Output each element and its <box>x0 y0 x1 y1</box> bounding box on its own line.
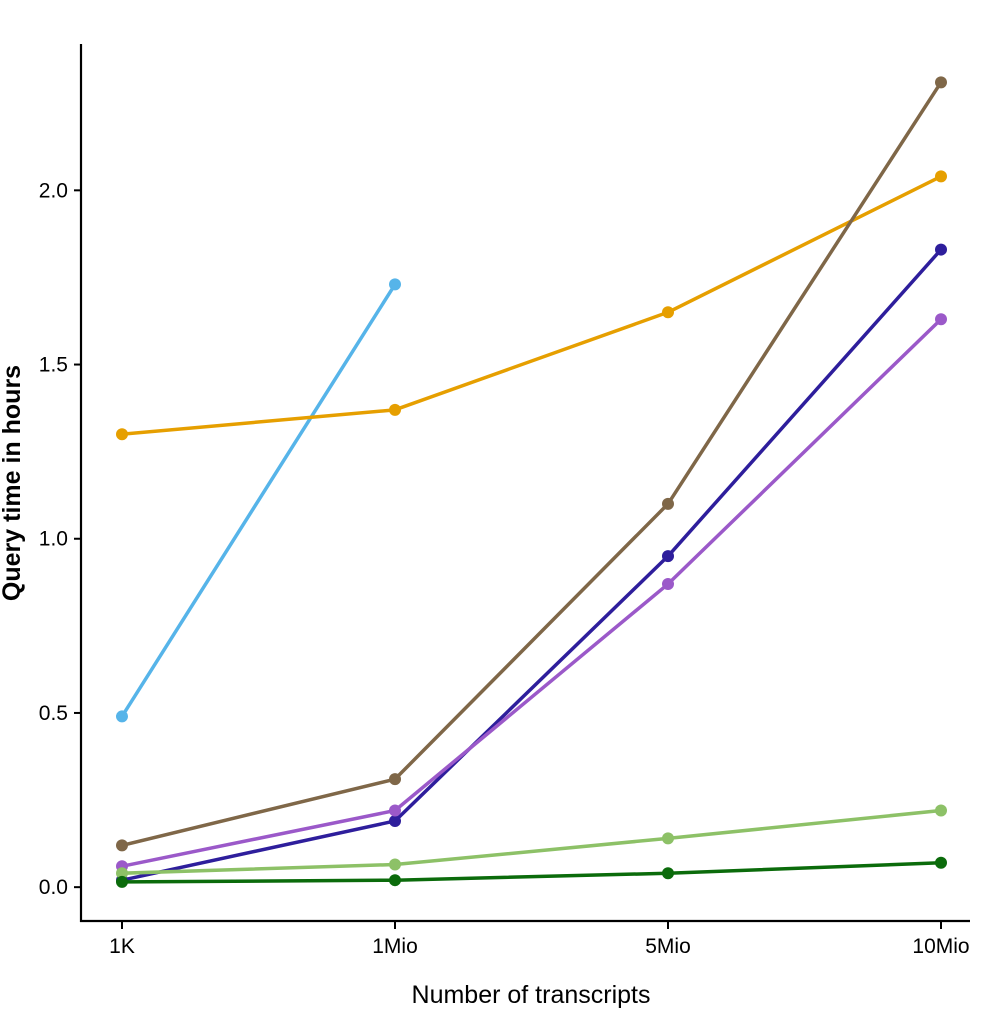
data-point <box>935 313 947 326</box>
series-line <box>120 247 943 882</box>
series-2 <box>116 170 947 441</box>
y-axis-title: Query time in hours <box>0 365 26 601</box>
data-point <box>389 874 401 887</box>
data-point <box>116 428 128 441</box>
data-point <box>389 278 401 291</box>
series-5 <box>116 313 947 873</box>
data-point <box>662 497 674 510</box>
series-line <box>120 174 943 436</box>
series-line <box>120 808 943 875</box>
data-point <box>935 243 947 256</box>
y-tick-label: 0.5 <box>39 702 68 725</box>
x-tick-label: 1K <box>109 935 135 958</box>
series-line <box>120 861 943 884</box>
data-point <box>662 306 674 319</box>
x-tick-label: 10Mio <box>912 935 969 958</box>
ticks-layer: 0.0 0.5 1.0 1.5 2.0 1K 1Mio 5Mio 10Mio <box>39 179 970 958</box>
data-point <box>662 578 674 591</box>
x-axis-title: Number of transcripts <box>412 981 651 1009</box>
data-point <box>116 839 128 852</box>
data-point <box>116 710 128 723</box>
x-tick-label: 5Mio <box>645 935 691 958</box>
data-point <box>116 867 128 880</box>
data-point <box>935 804 947 817</box>
data-point <box>935 170 947 183</box>
y-tick-label: 1.0 <box>39 528 68 551</box>
data-point <box>935 76 947 89</box>
y-tick-label: 0.0 <box>39 876 68 899</box>
data-point <box>116 875 128 888</box>
series-3 <box>116 76 947 852</box>
x-tick-label: 1Mio <box>372 935 418 958</box>
series-layer <box>116 76 947 888</box>
data-point <box>662 867 674 880</box>
data-point <box>389 858 401 871</box>
series-line <box>120 317 943 869</box>
data-point <box>389 814 401 827</box>
data-point <box>389 773 401 786</box>
series-6 <box>116 804 947 880</box>
data-point <box>662 832 674 845</box>
y-tick-label: 2.0 <box>39 179 68 202</box>
data-point <box>935 856 947 869</box>
data-point <box>662 550 674 563</box>
series-1 <box>116 278 401 723</box>
axes-layer <box>79 44 970 923</box>
data-point <box>389 403 401 416</box>
series-line <box>120 80 943 848</box>
series-7 <box>116 856 947 888</box>
series-line <box>120 282 397 719</box>
data-point <box>389 804 401 817</box>
series-4 <box>116 243 947 887</box>
y-tick-label: 1.5 <box>39 354 68 377</box>
